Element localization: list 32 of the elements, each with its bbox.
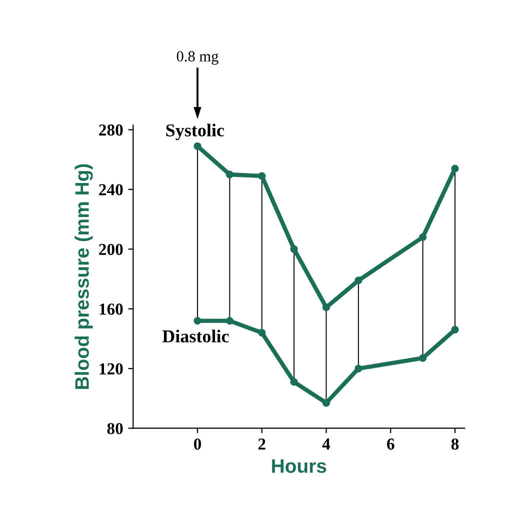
x-axis-title: Hours <box>272 459 326 473</box>
y-tick-label: 120 <box>100 363 123 374</box>
point <box>322 304 330 312</box>
point <box>451 326 459 334</box>
series-label: Diastolic <box>162 330 229 342</box>
x-tick-label: 6 <box>387 438 394 450</box>
point <box>226 170 234 178</box>
point <box>226 316 234 325</box>
y-tick-label: 160 <box>100 304 123 315</box>
y-tick-label: 280 <box>99 124 123 136</box>
point <box>451 164 459 172</box>
series-label: Systolic <box>166 124 224 140</box>
point <box>354 276 362 284</box>
point <box>354 364 362 372</box>
point <box>194 316 202 325</box>
y-axis-title: Blood pressure (mm Hg) <box>74 164 93 389</box>
point <box>258 328 266 337</box>
point <box>418 354 427 362</box>
y-tick-label: 80 <box>107 422 123 434</box>
point <box>322 399 330 407</box>
point <box>290 378 298 386</box>
x-tick-label: 4 <box>322 438 330 450</box>
point <box>258 172 266 180</box>
x-tick-label: 2 <box>258 438 266 450</box>
text: 0.8 mg <box>176 51 218 65</box>
y-tick-label: 200 <box>99 244 123 256</box>
point <box>194 142 202 150</box>
x-tick-label: 0 <box>194 438 202 450</box>
x-tick-label: 8 <box>451 438 459 450</box>
point <box>290 245 298 253</box>
y-tick-label: 240 <box>99 184 123 196</box>
point <box>418 233 427 242</box>
